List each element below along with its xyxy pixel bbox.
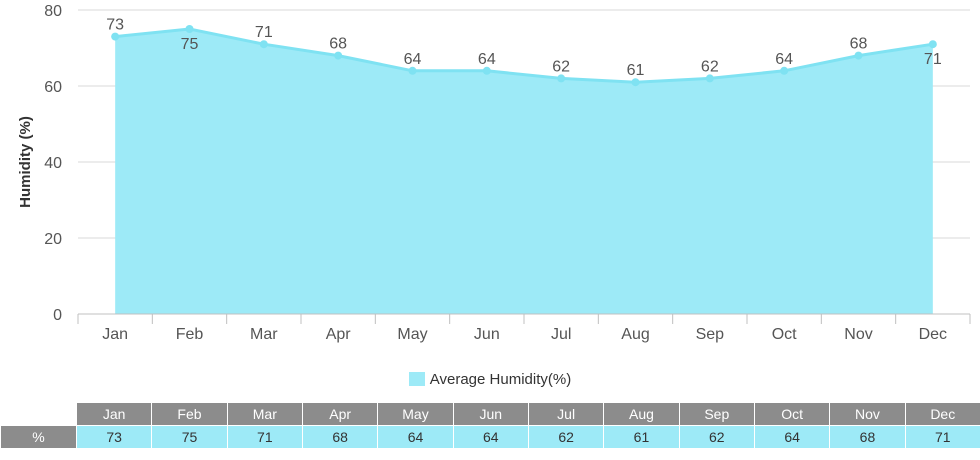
y-axis-title: Humidity (%) [17, 116, 34, 208]
table-header-mar: Mar [226, 402, 303, 426]
legend-swatch [408, 372, 425, 386]
legend-item-average-humidity[interactable]: Average Humidity(%) [408, 370, 572, 388]
x-axis-ticks: Jan Feb Mar Apr May Jun Jul Aug Sep Oct Nov Dec [77, 313, 971, 343]
y-axis-ticks: 0 20 40 60 80 [44, 3, 62, 324]
table-corner [0, 402, 77, 426]
legend-label: Average Humidity(%) [429, 370, 572, 388]
data-label-aug: 61 [627, 62, 645, 79]
y-tick-label-20: 20 [44, 231, 62, 248]
data-point-apr[interactable] [334, 51, 343, 60]
table-header-jun: Jun [452, 402, 529, 426]
table-header-jul: Jul [527, 402, 605, 426]
table-header-may: May [377, 402, 454, 426]
table-header-aug: Aug [603, 402, 680, 426]
data-label-oct: 64 [775, 51, 793, 68]
data-point-sep[interactable] [705, 74, 714, 83]
table-header-apr: Apr [301, 402, 379, 426]
humidity-chart: 73 75 71 68 64 64 62 61 62 64 68 71 0 20 40 60 80 Jan Fe… [17, 3, 971, 343]
table-header-oct: Oct [753, 402, 831, 426]
data-labels: 73 75 71 68 64 64 62 61 62 64 68 71 [106, 17, 942, 80]
table-cell-may: 64 [377, 425, 454, 449]
table-header-dec: Dec [904, 402, 980, 426]
area-layer [115, 27, 934, 314]
data-label-dec: 71 [924, 51, 942, 68]
x-tick-label-dec: Dec [919, 326, 947, 343]
data-label-jan: 73 [106, 17, 124, 34]
data-point-jul[interactable] [557, 74, 566, 83]
x-tick-label-aug: Aug [621, 326, 649, 343]
data-label-apr: 68 [329, 36, 347, 53]
data-point-jun[interactable] [482, 66, 491, 75]
data-label-jun: 64 [478, 51, 496, 68]
y-tick-label-40: 40 [44, 155, 62, 172]
x-tick-label-jan: Jan [102, 326, 128, 343]
data-label-may: 64 [404, 51, 422, 68]
table-header-row: Jan Feb Mar Apr May Jun Jul Aug Sep Oct Nov Dec [0, 402, 980, 426]
data-label-mar: 71 [255, 24, 273, 41]
table-cell-mar: 71 [226, 425, 303, 449]
table-value-row: % 73 75 71 68 64 64 62 61 62 64 68 71 [0, 425, 980, 449]
y-tick-label-0: 0 [53, 307, 62, 324]
data-label-jul: 62 [552, 58, 570, 75]
table-cell-sep: 62 [678, 425, 755, 449]
area-fill [115, 29, 933, 314]
legend: Average Humidity(%) [0, 368, 980, 390]
data-point-feb[interactable] [185, 25, 194, 33]
table-cell-feb: 75 [151, 425, 228, 449]
data-label-feb: 75 [181, 36, 199, 53]
data-point-jan[interactable] [111, 32, 120, 41]
x-tick-label-oct: Oct [772, 326, 797, 343]
data-point-dec[interactable] [928, 40, 937, 49]
data-label-sep: 62 [701, 58, 719, 75]
x-tick-label-sep: Sep [696, 326, 725, 343]
data-table: Jan Feb Mar Apr May Jun Jul Aug Sep Oct Nov Dec % 7… [0, 402, 980, 449]
table-header-jan: Jan [75, 402, 153, 426]
x-tick-label-feb: Feb [176, 326, 204, 343]
table-cell-jul: 62 [527, 425, 605, 449]
data-point-mar[interactable] [259, 40, 268, 49]
data-point-aug[interactable] [631, 78, 640, 87]
table-header-sep: Sep [678, 402, 755, 426]
data-point-may[interactable] [408, 66, 417, 75]
x-tick-label-jul: Jul [551, 326, 571, 343]
data-label-nov: 68 [850, 36, 868, 53]
table-cell-aug: 61 [603, 425, 680, 449]
table-cell-oct: 64 [753, 425, 831, 449]
table-cell-dec: 71 [904, 425, 980, 449]
series-line [115, 27, 934, 84]
table-row-label: % [0, 425, 77, 449]
x-tick-label-may: May [397, 326, 427, 343]
data-point-oct[interactable] [780, 66, 789, 75]
table-cell-apr: 68 [301, 425, 379, 449]
table-header-nov: Nov [829, 402, 906, 426]
data-point-nov[interactable] [854, 51, 863, 60]
table-header-feb: Feb [151, 402, 228, 426]
x-tick-label-apr: Apr [326, 326, 352, 343]
x-tick-label-mar: Mar [250, 326, 278, 343]
y-tick-label-60: 60 [44, 79, 62, 96]
x-tick-label-jun: Jun [474, 326, 500, 343]
table-cell-nov: 68 [829, 425, 906, 449]
x-tick-label-nov: Nov [844, 326, 872, 343]
data-points [111, 25, 937, 87]
y-tick-label-80: 80 [44, 3, 62, 20]
table-cell-jun: 64 [452, 425, 529, 449]
table-cell-jan: 73 [75, 425, 153, 449]
